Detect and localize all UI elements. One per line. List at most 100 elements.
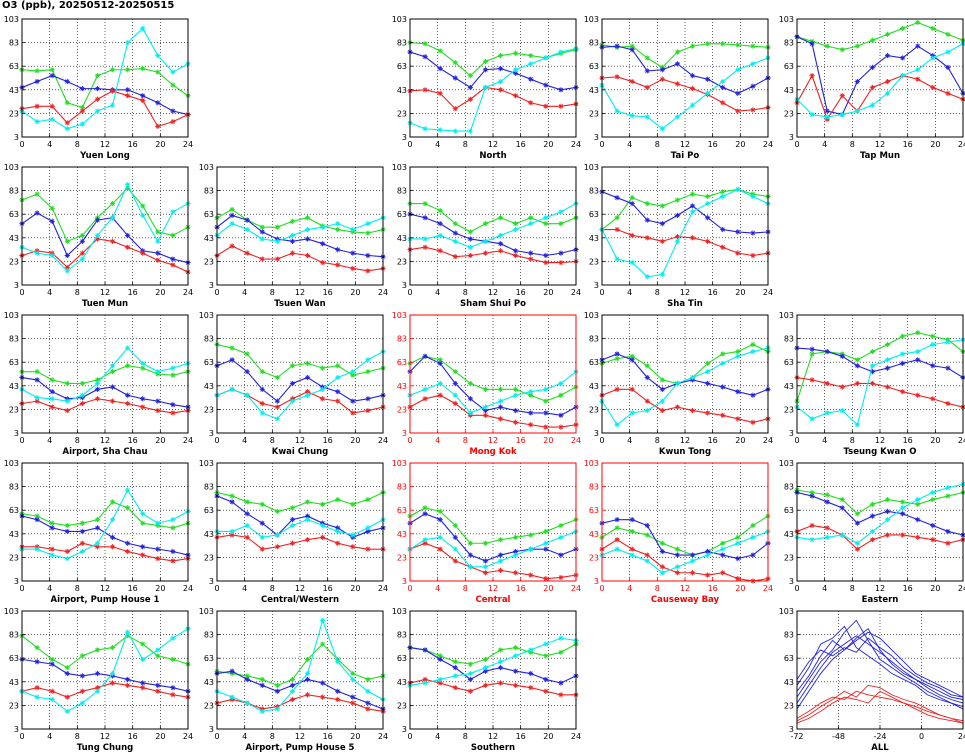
data-point: [614, 525, 620, 531]
data-point: [289, 505, 296, 511]
data-point: [140, 404, 146, 410]
data-point: [335, 221, 341, 227]
data-point: [125, 93, 131, 99]
data-point: [884, 517, 891, 523]
data-point: [125, 682, 131, 688]
data-point: [839, 353, 845, 359]
data-point: [304, 513, 311, 519]
data-point: [689, 191, 696, 197]
x-tick-label: 20: [155, 288, 165, 297]
chart-panel: 3 23 43 63 83 103 0 4 8 12 16 20 24 Central: [392, 459, 581, 605]
data-point: [735, 555, 741, 562]
y-tick-label: 63: [204, 210, 214, 219]
data-point: [109, 680, 116, 686]
data-point: [750, 252, 756, 259]
data-point: [854, 511, 860, 517]
data-point: [900, 389, 906, 395]
data-point: [735, 389, 741, 395]
data-point: [674, 546, 681, 552]
series-line: [216, 245, 384, 272]
data-point: [543, 386, 549, 392]
chart-title: Central: [476, 595, 511, 605]
series-line: [796, 491, 964, 536]
data-point: [452, 60, 458, 66]
data-point: [140, 552, 146, 558]
data-point: [422, 540, 428, 546]
chart-panel: 3 23 43 63 83 103 0 4 8 12 16 20 24 Tsuen Wan: [199, 163, 388, 309]
data-point: [543, 688, 549, 694]
data-point: [513, 644, 519, 651]
data-point: [735, 416, 741, 422]
data-point: [659, 76, 665, 82]
data-point: [94, 540, 101, 546]
y-tick-label: 83: [204, 483, 214, 492]
data-point: [513, 67, 519, 73]
y-tick-label: 23: [9, 109, 19, 118]
data-point: [140, 680, 146, 686]
y-tick-label: 3: [789, 133, 794, 142]
data-point: [437, 380, 443, 387]
data-point: [140, 65, 146, 72]
series-line: [796, 376, 964, 408]
data-point: [140, 641, 146, 647]
data-point: [109, 670, 116, 677]
data-point: [437, 208, 443, 214]
x-tick-label: 4: [435, 140, 440, 149]
data-point: [259, 534, 265, 540]
y-tick-label: 63: [204, 506, 214, 515]
data-point: [229, 357, 235, 363]
data-point: [34, 250, 40, 256]
y-tick-label: 3: [594, 281, 599, 290]
data-point: [365, 525, 371, 531]
data-point: [304, 517, 311, 523]
data-point: [824, 348, 830, 355]
data-point: [140, 250, 146, 256]
x-tick-label: 0: [19, 436, 24, 445]
series-line: [796, 690, 964, 724]
data-point: [244, 511, 250, 517]
y-tick-label: 83: [589, 483, 599, 492]
data-point: [644, 558, 650, 564]
data-point: [244, 499, 250, 505]
x-tick-label: 16: [516, 584, 526, 593]
x-tick-label: 12: [100, 436, 110, 445]
data-point: [528, 52, 534, 59]
data-point: [644, 522, 650, 529]
chart-title: Tap Mun: [860, 151, 900, 161]
y-tick-label: 103: [199, 607, 214, 616]
data-point: [274, 544, 280, 550]
y-tick-label: 63: [397, 62, 407, 71]
data-point: [304, 499, 311, 505]
data-point: [109, 644, 116, 651]
data-point: [125, 232, 131, 239]
data-point: [229, 493, 235, 499]
data-point: [528, 215, 534, 221]
data-point: [140, 656, 146, 662]
y-tick-label: 23: [397, 701, 407, 710]
chart-panel: 3 23 43 63 83 103 0 4 8 12 16 20 24 Southern: [392, 607, 581, 753]
data-point: [869, 348, 876, 355]
data-point: [854, 540, 860, 546]
x-tick-label: 8: [463, 288, 468, 297]
data-point: [558, 522, 564, 529]
data-point: [884, 384, 891, 390]
data-point: [79, 104, 85, 111]
data-point: [452, 221, 458, 227]
x-tick-label: 0: [214, 436, 219, 445]
data-point: [558, 424, 564, 430]
data-point: [705, 215, 711, 221]
data-point: [350, 676, 356, 683]
data-point: [513, 548, 519, 555]
data-point: [335, 696, 341, 703]
chart-title: Causeway Bay: [651, 595, 720, 605]
data-point: [422, 244, 428, 250]
data-point: [125, 182, 131, 188]
data-point: [614, 195, 620, 201]
chart-panel: 3 23 43 63 83 103 0 4 8 12 16 20 24 Tung Chung: [4, 607, 193, 753]
data-point: [422, 537, 428, 543]
data-point: [900, 505, 906, 511]
data-point: [497, 404, 504, 410]
x-tick-label: -48: [832, 732, 845, 741]
data-point: [629, 200, 635, 207]
data-point: [735, 348, 741, 355]
